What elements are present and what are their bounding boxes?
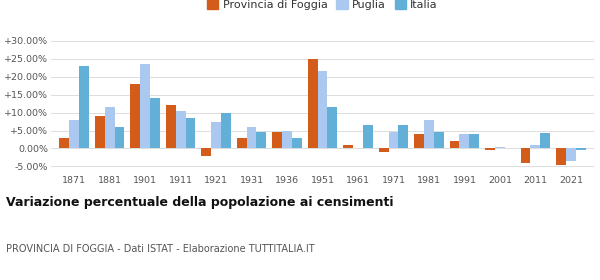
Legend: Provincia di Foggia, Puglia, Italia: Provincia di Foggia, Puglia, Italia xyxy=(205,0,440,12)
Bar xyxy=(236,138,247,148)
Bar xyxy=(95,116,104,148)
Bar xyxy=(317,71,328,148)
Bar xyxy=(150,98,160,148)
Text: PROVINCIA DI FOGGIA - Dati ISTAT - Elaborazione TUTTITALIA.IT: PROVINCIA DI FOGGIA - Dati ISTAT - Elabo… xyxy=(6,244,314,254)
Bar xyxy=(424,120,434,148)
Bar xyxy=(115,127,124,148)
Bar xyxy=(556,148,566,165)
Bar xyxy=(256,132,266,148)
Bar xyxy=(176,111,185,148)
Bar xyxy=(166,105,176,148)
Bar xyxy=(185,118,196,148)
Bar xyxy=(379,148,389,152)
Bar xyxy=(328,107,337,148)
Bar xyxy=(434,132,444,148)
Bar xyxy=(469,134,479,148)
Bar xyxy=(272,132,282,148)
Bar xyxy=(201,148,211,156)
Bar xyxy=(541,133,550,148)
Bar xyxy=(282,130,292,148)
Bar xyxy=(449,141,460,148)
Bar xyxy=(363,125,373,148)
Bar xyxy=(140,64,150,148)
Bar xyxy=(460,134,469,148)
Bar xyxy=(576,148,586,150)
Bar xyxy=(130,84,140,148)
Bar xyxy=(308,59,317,148)
Bar xyxy=(398,125,409,148)
Bar xyxy=(343,145,353,148)
Bar xyxy=(104,107,115,148)
Bar xyxy=(247,127,256,148)
Bar xyxy=(211,122,221,148)
Bar xyxy=(221,113,231,148)
Bar xyxy=(59,138,69,148)
Bar xyxy=(292,138,302,148)
Bar xyxy=(566,148,576,161)
Bar xyxy=(495,147,505,148)
Text: Variazione percentuale della popolazione ai censimenti: Variazione percentuale della popolazione… xyxy=(6,196,394,209)
Bar xyxy=(485,148,495,150)
Bar xyxy=(389,132,398,148)
Bar xyxy=(414,134,424,148)
Bar xyxy=(521,148,530,163)
Bar xyxy=(79,66,89,148)
Bar xyxy=(69,120,79,148)
Bar xyxy=(530,145,541,148)
